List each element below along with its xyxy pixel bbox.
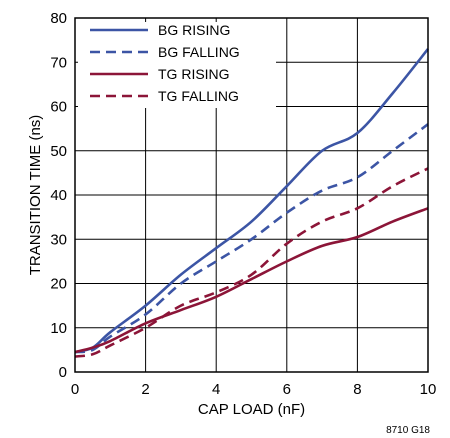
x-tick-label: 10 [420, 381, 437, 398]
series-line-tg-rising [74, 207, 429, 354]
figure-id: 8710 G18 [386, 425, 430, 436]
legend-label-tg-falling: TG FALLING [158, 88, 239, 104]
y-tick-label: 30 [50, 231, 67, 248]
y-tick-label: 40 [50, 187, 67, 204]
x-tick-label: 8 [353, 381, 361, 398]
plot-frame [74, 17, 429, 373]
legend: BG RISING BG FALLING TG RISING TG FALLING [78, 22, 276, 108]
y-tick-label: 10 [50, 320, 67, 337]
x-tick-label: 4 [212, 381, 220, 398]
y-tick-label: 70 [50, 54, 67, 71]
y-tick-label: 50 [50, 143, 67, 160]
legend-label-bg-falling: BG FALLING [158, 44, 240, 60]
x-tick-label: 0 [71, 381, 79, 398]
x-tick-labels: 0 2 4 6 8 10 [71, 381, 437, 398]
series-lines [74, 48, 430, 358]
y-tick-label: 0 [59, 364, 67, 381]
y-tick-label: 20 [50, 276, 67, 293]
series-line-bg-rising [74, 48, 430, 354]
series-line-tg-falling [74, 167, 429, 358]
legend-label-bg-rising: BG RISING [158, 22, 230, 38]
y-axis-label: TRANSITION TIME (ns) [27, 115, 44, 276]
series-line-bg-falling [74, 123, 429, 354]
x-tick-label: 6 [283, 381, 291, 398]
legend-label-tg-rising: TG RISING [158, 66, 230, 82]
y-tick-labels: 0 10 20 30 40 50 60 70 80 [50, 10, 67, 381]
x-axis-label: CAP LOAD (nF) [198, 401, 305, 418]
legend-background [78, 22, 276, 108]
x-tick-label: 2 [141, 381, 149, 398]
y-tick-label: 80 [50, 10, 67, 27]
y-tick-label: 60 [50, 99, 67, 116]
